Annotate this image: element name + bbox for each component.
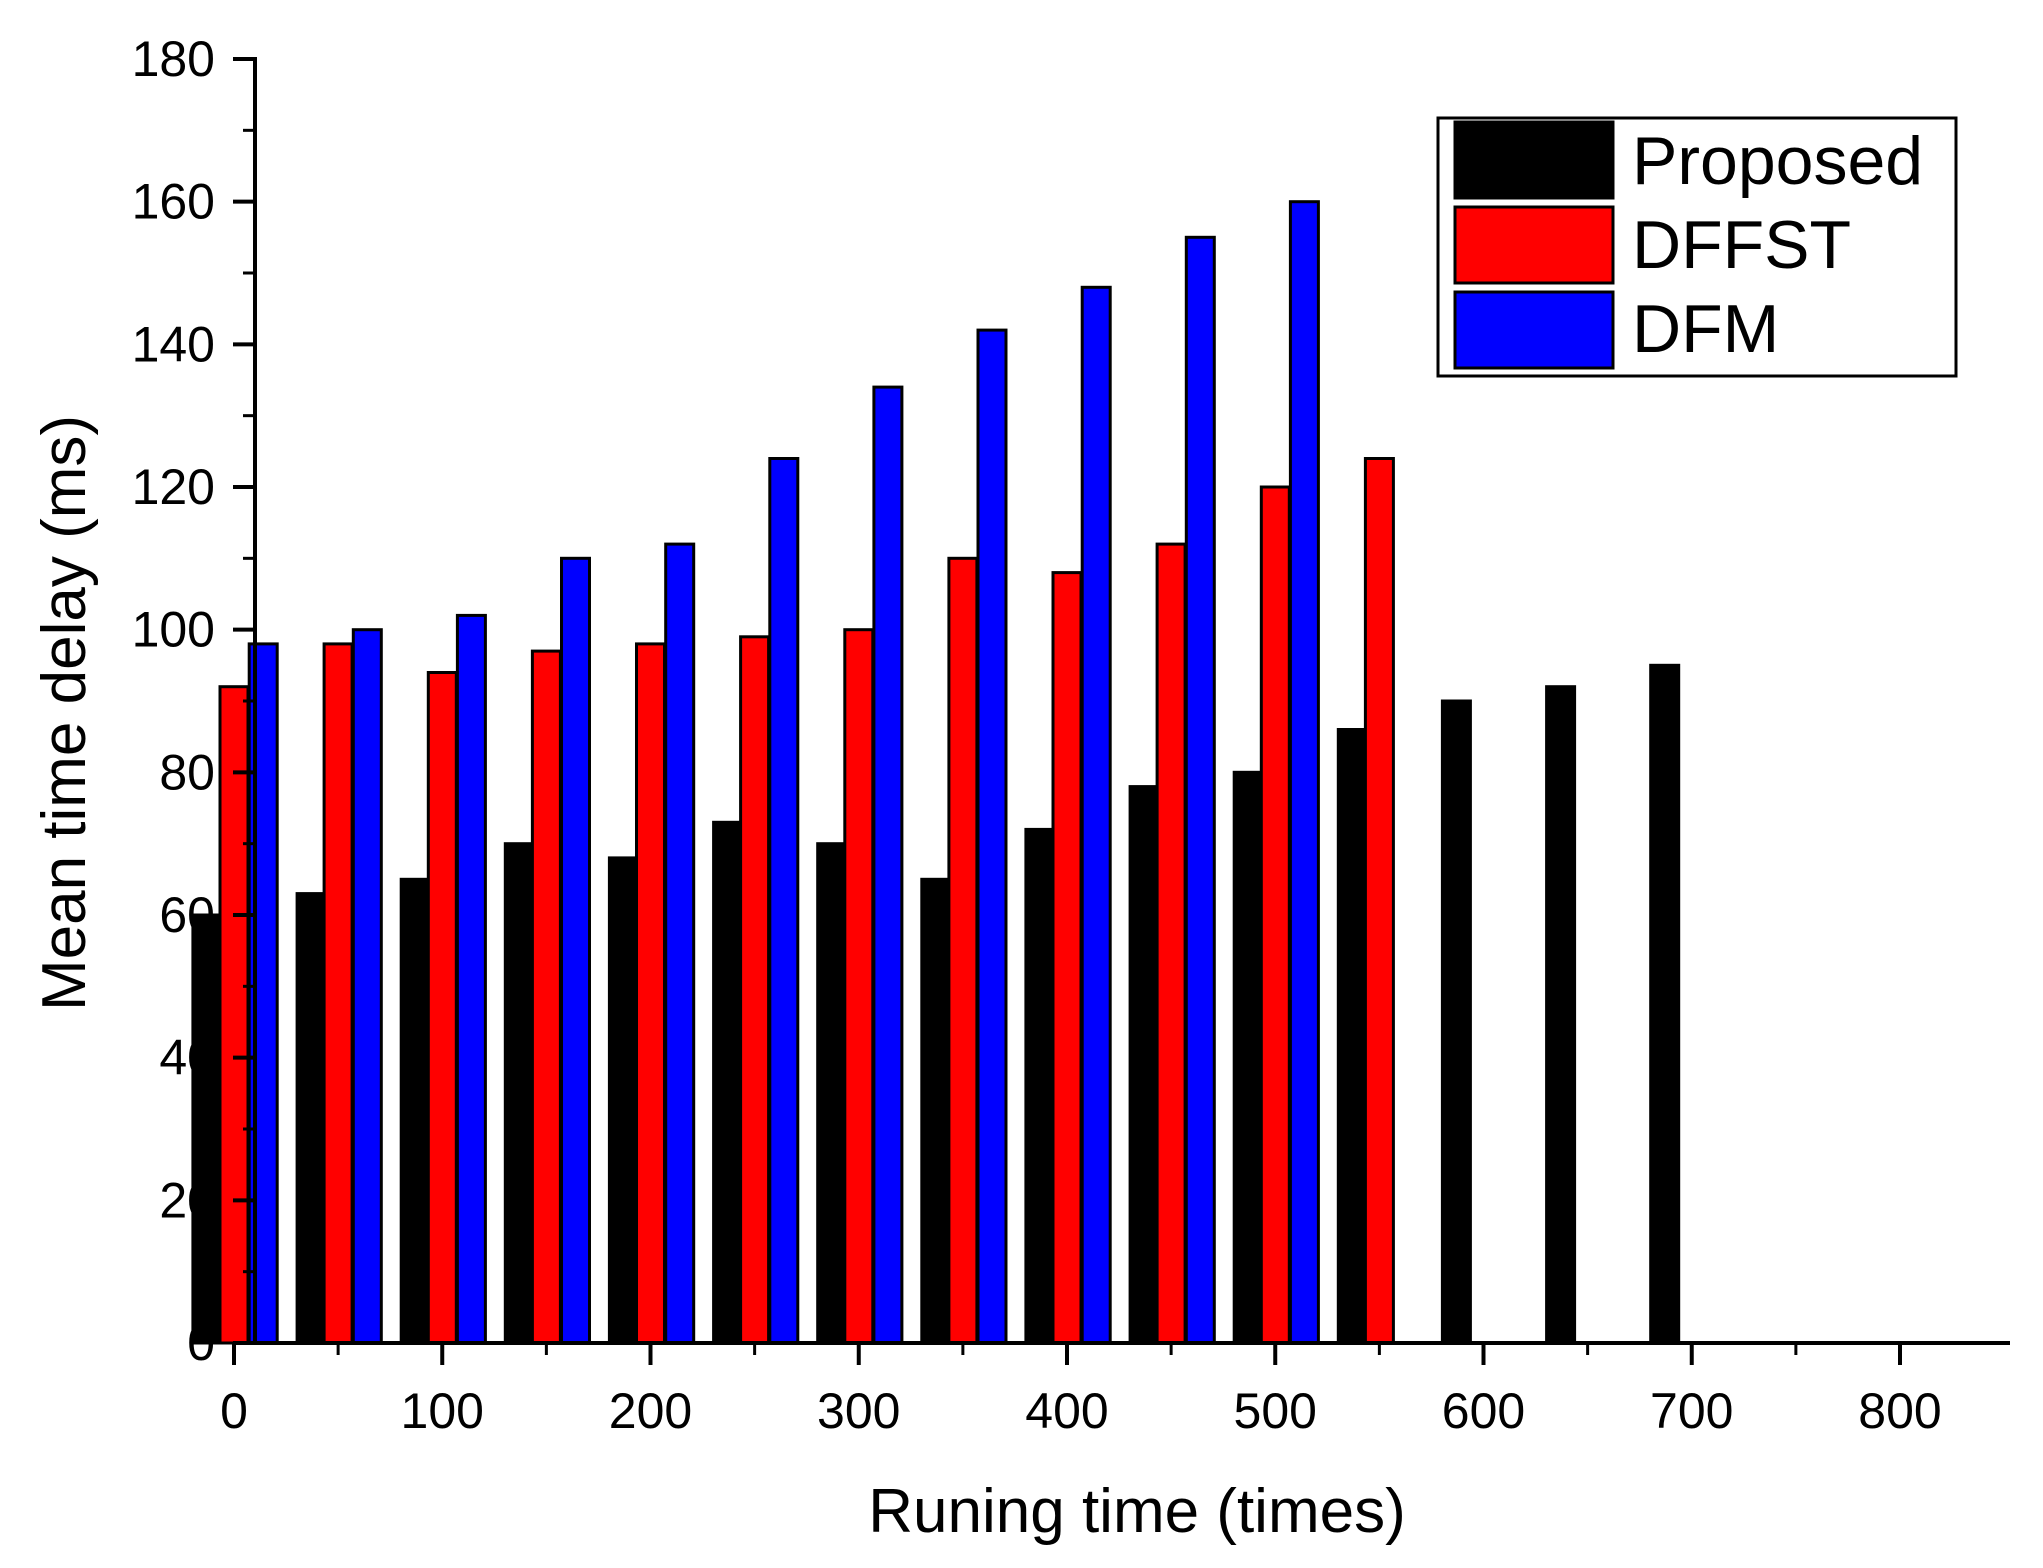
bar-dffst-3	[530, 649, 562, 1345]
bar-proposed-0	[191, 913, 223, 1345]
legend-swatch-dfm	[1453, 290, 1615, 370]
x-tick-label-600: 600	[1442, 1383, 1525, 1439]
x-tick-label-500: 500	[1234, 1383, 1317, 1439]
legend: Proposed DFFST DFM	[1436, 116, 1958, 378]
bar-dfm-10	[1288, 200, 1320, 1345]
bar-proposed-6	[816, 842, 848, 1345]
x-tick-label-300: 300	[817, 1383, 900, 1439]
bar-proposed-9	[1128, 785, 1160, 1345]
y-tick-label-180: 180	[132, 31, 215, 87]
bar-dffst-11	[1363, 457, 1395, 1345]
bar-proposed-8	[1024, 827, 1056, 1345]
y-tick-label-80: 80	[159, 744, 215, 800]
x-tick-label-0: 0	[220, 1383, 248, 1439]
bar-proposed-1	[295, 892, 327, 1345]
bar-proposed-2	[399, 877, 431, 1345]
bar-proposed-12	[1440, 699, 1472, 1345]
y-tick-label-120: 120	[132, 459, 215, 515]
legend-swatch-dffst	[1453, 205, 1615, 285]
bar-dffst-2	[426, 671, 458, 1345]
bar-dfm-4	[664, 542, 696, 1345]
bar-dffst-10	[1259, 485, 1291, 1345]
bar-dffst-4	[635, 642, 666, 1345]
axes-layer: 0 20 40 60 80 100 120 140 160 180 0 100 200 300 400 500…	[132, 31, 2010, 1439]
bar-dffst-5	[739, 635, 771, 1345]
bar-dfm-3	[560, 556, 591, 1345]
x-tick-label-200: 200	[609, 1383, 692, 1439]
bar-proposed-3	[503, 842, 535, 1345]
bar-proposed-11	[1336, 728, 1368, 1345]
y-tick-label-0: 0	[187, 1315, 215, 1371]
bars-layer	[191, 200, 1681, 1345]
y-tick-label-140: 140	[132, 316, 215, 372]
x-tick-label-100: 100	[401, 1383, 484, 1439]
bar-dffst-1	[322, 642, 354, 1345]
bar-dfm-2	[455, 613, 487, 1345]
y-tick-label-100: 100	[132, 602, 215, 658]
bar-dffst-7	[947, 556, 979, 1345]
bar-dfm-7	[976, 328, 1008, 1345]
y-axis-title: Mean time delay (ms)	[30, 415, 99, 1011]
bar-proposed-13	[1545, 685, 1577, 1345]
legend-label-dffst: DFFST	[1632, 207, 1851, 283]
legend-label-proposed: Proposed	[1632, 123, 1923, 199]
bar-dfm-8	[1080, 285, 1112, 1345]
bar-dffst-9	[1155, 542, 1187, 1345]
x-tick-label-700: 700	[1650, 1383, 1733, 1439]
x-axis-title: Runing time (times)	[868, 1477, 1405, 1546]
bar-dffst-6	[843, 628, 875, 1345]
bar-proposed-7	[920, 877, 952, 1345]
x-tick-label-800: 800	[1858, 1383, 1941, 1439]
bar-dfm-5	[768, 457, 800, 1345]
bar-dfm-6	[872, 385, 904, 1345]
y-tick-label-20: 20	[159, 1172, 215, 1228]
bar-proposed-5	[712, 820, 744, 1345]
y-tick-label-160: 160	[132, 174, 215, 230]
y-tick-label-40: 40	[159, 1030, 215, 1086]
bar-dfm-9	[1184, 235, 1216, 1345]
legend-swatch-proposed	[1453, 120, 1615, 200]
bar-proposed-4	[607, 856, 639, 1345]
x-tick-label-400: 400	[1025, 1383, 1108, 1439]
legend-label-dfm: DFM	[1632, 291, 1779, 367]
bar-proposed-10	[1232, 770, 1264, 1345]
bar-dfm-1	[351, 628, 383, 1345]
bar-proposed-14	[1649, 663, 1681, 1345]
bar-dffst-0	[218, 685, 250, 1345]
y-tick-label-60: 60	[159, 887, 215, 943]
bar-dffst-8	[1051, 571, 1083, 1345]
